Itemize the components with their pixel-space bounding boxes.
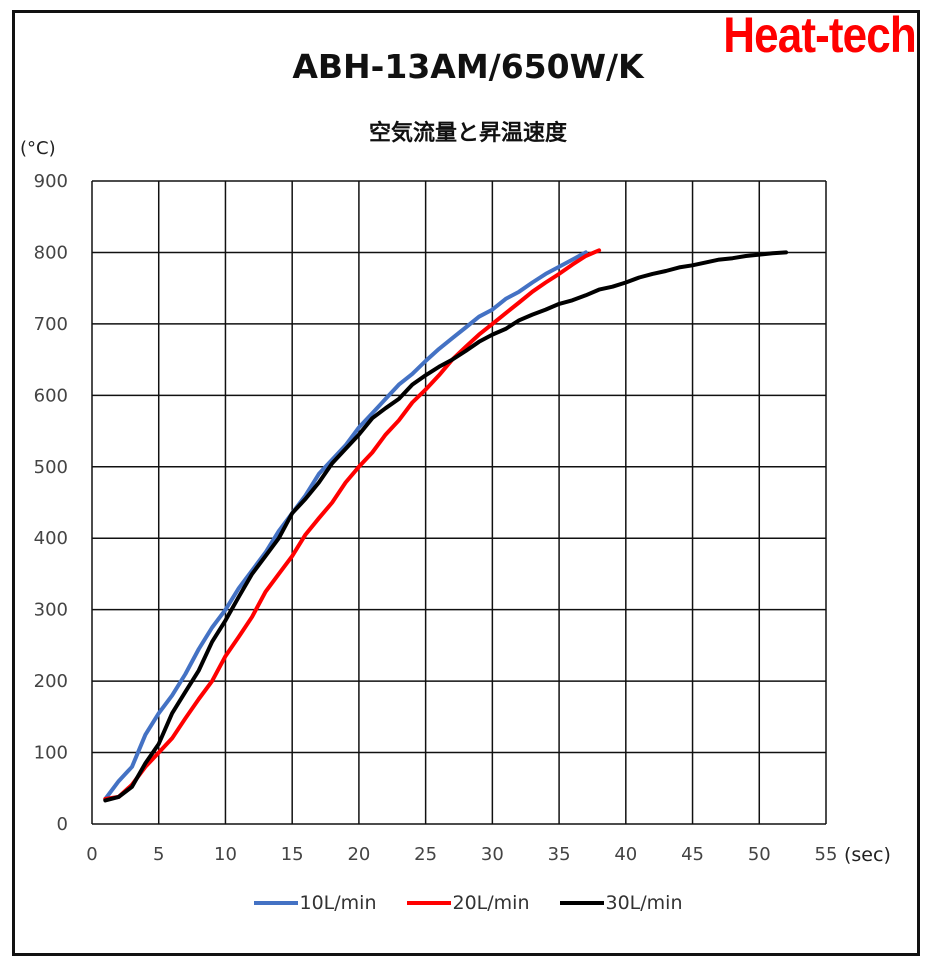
- legend-label-20: 20L/min: [452, 892, 530, 914]
- y-tick-label: 500: [34, 457, 68, 478]
- y-tick-label: 100: [34, 743, 68, 764]
- legend-label-10: 10L/min: [299, 892, 377, 914]
- legend-item-30: 30L/min: [559, 892, 683, 914]
- tick-labels: 0 5 10 15 20 25 30 35 40 45 50 55 0 100 200 300 400 500 60…: [34, 171, 838, 865]
- series-lines: [103, 248, 788, 803]
- x-tick-label: 10: [214, 844, 237, 865]
- legend-item-20: 20L/min: [406, 892, 530, 914]
- series-line-2: [103, 248, 602, 801]
- legend-swatch-10: [253, 901, 298, 905]
- legend-swatch-20: [406, 901, 451, 905]
- y-tick-label: 400: [34, 528, 68, 549]
- series-line-3: [103, 250, 788, 803]
- x-tick-label: 40: [614, 844, 637, 865]
- x-tick-label: 15: [281, 844, 304, 865]
- x-tick-label: 20: [347, 844, 370, 865]
- x-tick-label: 30: [481, 844, 504, 865]
- y-tick-label: 800: [34, 242, 68, 263]
- y-tick-label: 200: [34, 671, 68, 692]
- chart-title: ABH-13AM/650W/K: [292, 47, 644, 86]
- x-tick-label: 55: [815, 844, 838, 865]
- y-tick-label: 600: [34, 385, 68, 406]
- x-axis-unit-label: (sec): [844, 844, 891, 866]
- series-line-1: [103, 250, 588, 801]
- legend-label-30: 30L/min: [605, 892, 683, 914]
- chart-frame: [12, 10, 920, 956]
- x-tick-label: 45: [681, 844, 704, 865]
- grid-lines: [91, 180, 827, 825]
- y-axis-unit-label: (°C): [20, 138, 56, 159]
- y-tick-label: 0: [57, 814, 68, 835]
- x-tick-label: 35: [548, 844, 571, 865]
- x-tick-label: 50: [748, 844, 771, 865]
- x-tick-label: 5: [153, 844, 164, 865]
- legend-swatch-30: [559, 901, 604, 905]
- x-tick-label: 25: [414, 844, 437, 865]
- x-tick-label: 0: [86, 844, 97, 865]
- chart-subtitle: 空気流量と昇温速度: [368, 121, 567, 146]
- brand-logo: Heat-tech: [723, 7, 916, 63]
- y-tick-label: 300: [34, 600, 68, 621]
- y-tick-label: 700: [34, 314, 68, 335]
- legend: 10L/min 20L/min 30L/min: [0, 892, 936, 914]
- legend-item-10: 10L/min: [253, 892, 377, 914]
- y-tick-label: 900: [34, 171, 68, 192]
